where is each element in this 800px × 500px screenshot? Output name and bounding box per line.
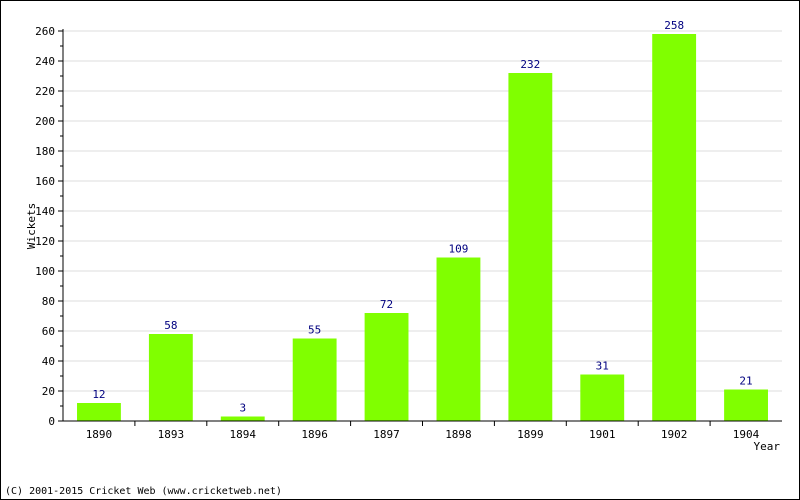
y-tick-label: 0	[48, 415, 55, 428]
x-tick-label: 1890	[86, 428, 113, 441]
copyright-notice: (C) 2001-2015 Cricket Web (www.cricketwe…	[5, 486, 282, 497]
y-tick-label: 80	[42, 295, 55, 308]
y-tick-label: 20	[42, 385, 55, 398]
bar-value-label: 21	[739, 375, 752, 388]
x-axis-ticks: 1890 1893 1894 1896 1897 1898 1899 1901 1902 1904	[86, 421, 760, 441]
bar	[508, 73, 553, 421]
x-axis-title: Year	[754, 440, 781, 453]
bar-value-label: 58	[164, 319, 177, 332]
bar-value-label: 12	[92, 388, 105, 401]
y-tick-label: 200	[35, 115, 55, 128]
bars	[77, 34, 768, 421]
y-axis-ticks: 0 20 40 60 80 100 120 140 160 180 200 220 240 260	[35, 25, 63, 428]
y-tick-label: 40	[42, 355, 55, 368]
x-tick-label: 1896	[301, 428, 328, 441]
x-tick-label: 1901	[589, 428, 616, 441]
y-tick-label: 240	[35, 55, 55, 68]
x-tick-label: 1893	[158, 428, 185, 441]
bar	[724, 389, 768, 421]
bar	[580, 374, 625, 421]
x-tick-label: 1899	[517, 428, 544, 441]
x-tick-label: 1897	[373, 428, 400, 441]
y-tick-label: 220	[35, 85, 55, 98]
bar-value-label: 55	[308, 324, 321, 337]
y-tick-label: 160	[35, 175, 55, 188]
data-labels: 12 58 3 55 72 109 232 31 258 21	[92, 19, 752, 415]
y-tick-label: 60	[42, 325, 55, 338]
bar-value-label: 72	[380, 298, 393, 311]
bar-value-label: 232	[520, 58, 540, 71]
x-tick-label: 1894	[230, 428, 257, 441]
y-tick-label: 100	[35, 265, 55, 278]
bar-value-label: 31	[596, 360, 609, 373]
bar	[220, 416, 265, 421]
y-tick-label: 180	[35, 145, 55, 158]
y-tick-label: 260	[35, 25, 55, 38]
bar	[148, 334, 193, 421]
x-tick-label: 1904	[733, 428, 760, 441]
bar-value-label: 3	[239, 402, 246, 415]
bar	[292, 338, 337, 421]
x-tick-label: 1902	[661, 428, 688, 441]
y-tick-label: 140	[35, 205, 55, 218]
bar-value-label: 109	[449, 243, 469, 256]
bar	[652, 34, 697, 421]
bar	[436, 257, 481, 421]
bar	[77, 403, 121, 421]
x-tick-label: 1898	[445, 428, 472, 441]
y-tick-label: 120	[35, 235, 55, 248]
y-axis-title: Wickets	[25, 203, 38, 249]
bar	[364, 313, 409, 421]
bar-value-label: 258	[664, 19, 684, 32]
